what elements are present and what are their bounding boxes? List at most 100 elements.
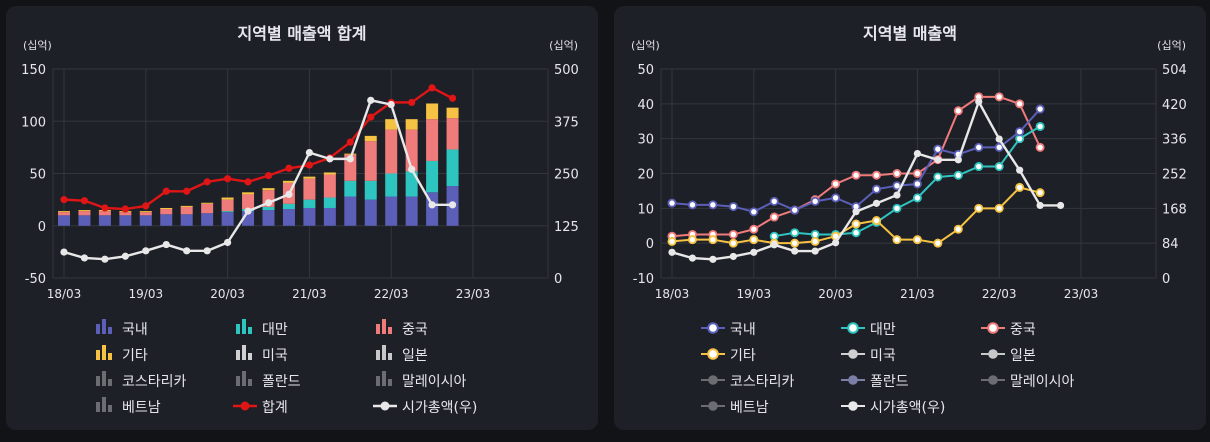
bar-domestic [282, 209, 295, 226]
market-cap-point [770, 241, 778, 249]
bar-china [139, 212, 152, 216]
y-tick-label-right: 250 [554, 168, 579, 183]
legend-swatch [248, 327, 252, 334]
domestic-point [1035, 104, 1045, 114]
legend-swatch [248, 379, 252, 386]
legend-swatch [242, 345, 246, 360]
bar-other [262, 188, 275, 191]
taiwan-point [912, 193, 922, 203]
y-tick-label-right: 0 [554, 272, 562, 287]
other-point [810, 236, 820, 246]
y-axis-unit-right: (십억) [1157, 39, 1186, 52]
legend-label: 기타 [730, 348, 756, 364]
x-tick-label: 19/03 [737, 287, 772, 301]
other-point [749, 235, 759, 245]
total-point [121, 205, 129, 213]
domestic-point [769, 196, 779, 206]
legend-swatch [388, 327, 392, 334]
bar-domestic [201, 213, 214, 226]
other-point [687, 235, 697, 245]
taiwan-point [790, 228, 800, 238]
legend-swatch [382, 345, 386, 360]
legend-swatch [236, 324, 240, 334]
bar-other [323, 172, 336, 175]
y-tick-label-right: 375 [554, 115, 579, 130]
china-point [871, 170, 881, 180]
legend-swatch [108, 379, 112, 386]
legend-label: 폴란드 [262, 374, 301, 390]
legend-swatch-marker [848, 401, 858, 411]
bar-china [160, 209, 173, 215]
bar-china [180, 206, 193, 215]
china-point [994, 92, 1004, 102]
market-cap-point [954, 156, 962, 164]
market-cap-point [305, 149, 313, 157]
total-point [224, 175, 232, 183]
bar-other [242, 192, 255, 195]
bar-domestic [405, 196, 418, 226]
market-cap-point [729, 252, 737, 261]
y-tick-label-right: 0 [1162, 272, 1170, 287]
legend-label: 국내 [122, 322, 148, 338]
total-point [346, 138, 354, 146]
domestic-point [749, 207, 759, 217]
other-point [728, 238, 738, 248]
bar-domestic [303, 207, 316, 226]
bar-other [221, 197, 234, 200]
x-tick-label: 20/03 [818, 287, 853, 301]
legend-swatch [102, 319, 106, 334]
legend-swatch [102, 345, 106, 360]
bar-other [58, 211, 70, 213]
legend-label: 미국 [262, 348, 288, 364]
legend-swatch [388, 353, 392, 360]
bar-taiwan [323, 197, 336, 208]
bar-taiwan [446, 149, 459, 187]
domestic-point [790, 205, 800, 215]
legend-swatch-marker [708, 401, 718, 411]
market-cap-point [448, 201, 457, 209]
market-cap-point [121, 252, 129, 260]
chart-region-svg: 지역별 매출액 (십억) (십억) -10 0 10 20 30 40 50 0 84 168 252 33… [631, 24, 1187, 416]
market-cap-point [872, 199, 881, 207]
legend-swatch [102, 371, 106, 386]
bar-other [78, 210, 91, 212]
bar-taiwan [344, 180, 357, 197]
bar-china [446, 118, 459, 150]
market-cap-point [995, 135, 1003, 143]
bar-other [344, 153, 357, 155]
y-tick-label-left: 0 [646, 237, 654, 252]
bar-domestic [344, 196, 357, 226]
bar-taiwan [405, 171, 418, 197]
legend-swatch-marker [988, 349, 998, 359]
market-cap-point [224, 238, 232, 247]
bar-domestic [364, 199, 377, 226]
bar-domestic [119, 215, 132, 226]
legend-swatch-marker [848, 349, 858, 359]
bar-taiwan [282, 203, 295, 210]
bar-china [58, 212, 70, 216]
total-point [60, 196, 68, 204]
other-point [974, 203, 984, 213]
total-point [305, 161, 313, 169]
other-point [892, 235, 902, 245]
bar-china [119, 212, 132, 216]
x-tick-label: 19/03 [129, 287, 164, 301]
x-tick-label: 21/03 [292, 287, 327, 301]
legend-label: 합계 [262, 400, 288, 416]
market-cap-point [893, 191, 901, 199]
market-cap-point [1056, 201, 1065, 210]
domestic-point [871, 184, 881, 194]
total-point [367, 113, 375, 121]
legend-swatch [388, 379, 392, 386]
other-point [667, 236, 677, 246]
bar-domestic [221, 212, 234, 226]
total-point [203, 178, 211, 186]
legend-swatch-marker [240, 401, 250, 411]
bar-domestic [160, 214, 173, 226]
y-tick-label-left: 150 [21, 63, 46, 78]
legend-label: 말레이시아 [1010, 374, 1075, 390]
domestic-point [994, 142, 1004, 152]
bar-domestic [98, 215, 111, 226]
bar-domestic [323, 207, 336, 226]
x-tick-label: 22/03 [982, 287, 1017, 301]
